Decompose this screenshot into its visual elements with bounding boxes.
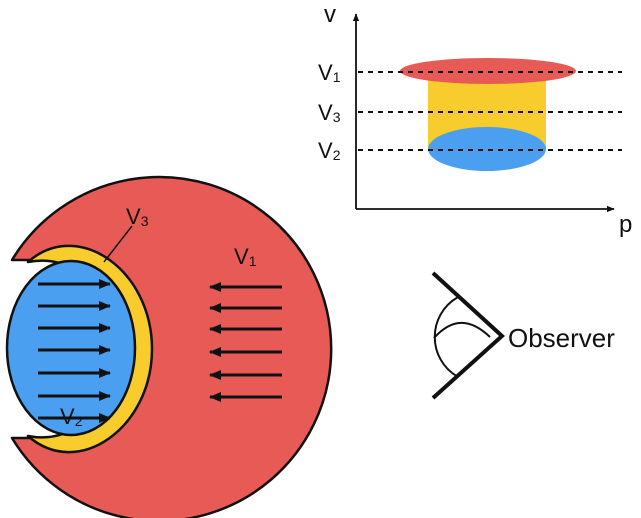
v2-arrows (38, 279, 111, 423)
label-v1-sub: 1 (249, 253, 257, 269)
eye-icon (431, 271, 505, 400)
inset-v2-ellipse (428, 127, 546, 171)
tick-v2-sub: 2 (333, 147, 341, 163)
observer: Observer (431, 271, 615, 400)
inset-plot: v p V1 V3 V2 (318, 1, 632, 238)
y-axis-label: v (324, 1, 336, 28)
tick-v3-sub: 3 (333, 109, 341, 125)
label-v2-sub: 2 (75, 413, 83, 429)
x-axis-label: p (619, 211, 632, 238)
label-v3-sub: 3 (141, 213, 149, 229)
tick-v1-sub: 1 (333, 69, 341, 85)
tick-v3: V3 (318, 100, 341, 125)
label-v2-main: V (60, 404, 75, 429)
tick-v2: V2 (318, 138, 341, 163)
label-v3: V3 (126, 204, 149, 229)
observer-label: Observer (508, 323, 615, 353)
tick-v2-main: V (318, 138, 333, 163)
v3-leader-line (103, 225, 133, 263)
label-v1: V1 (234, 244, 257, 269)
tick-v1-main: V (318, 60, 333, 85)
label-v2: V2 (60, 404, 83, 429)
left-diagram: V3 V1 V2 (5, 175, 333, 518)
label-v3-main: V (126, 204, 141, 229)
label-v1-main: V (234, 244, 249, 269)
v1-arrows (209, 282, 282, 402)
tick-v1: V1 (318, 60, 341, 85)
tick-v3-main: V (318, 100, 333, 125)
